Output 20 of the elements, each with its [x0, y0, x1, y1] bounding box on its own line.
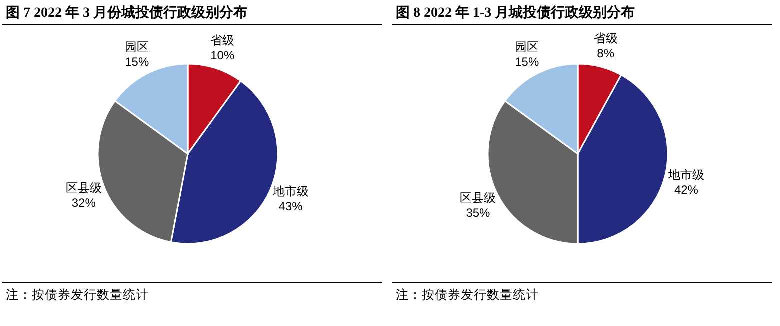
data-label: 43% [278, 199, 304, 214]
data-label: 15% [515, 55, 540, 70]
slice-label: 省级 [594, 32, 618, 46]
data-label: 8% [597, 46, 615, 61]
slice-label: 园区 [125, 40, 150, 54]
slice-label: 园区 [515, 40, 540, 54]
data-label: 15% [125, 55, 150, 70]
slice-label: 省级 [210, 33, 235, 48]
data-label: 10% [210, 48, 235, 62]
text: 注：按债券发行数量统计 [6, 288, 149, 302]
text: 注：按债券发行数量统计 [396, 288, 539, 302]
slice-label: 地市级 [667, 168, 704, 182]
data-label: 42% [674, 182, 699, 197]
slice-label: 区县级 [66, 181, 102, 196]
data-label: 32% [72, 196, 96, 210]
slice-label: 区县级 [460, 190, 496, 205]
chart-title: 图 8 2022 年 1-3 月城投债行政级别分布 [396, 5, 636, 21]
chart-title: 图 7 2022 年 3 月份城投债行政级别分布 [6, 5, 248, 21]
data-label: 35% [466, 206, 491, 220]
slice-label: 地市级 [272, 184, 309, 198]
